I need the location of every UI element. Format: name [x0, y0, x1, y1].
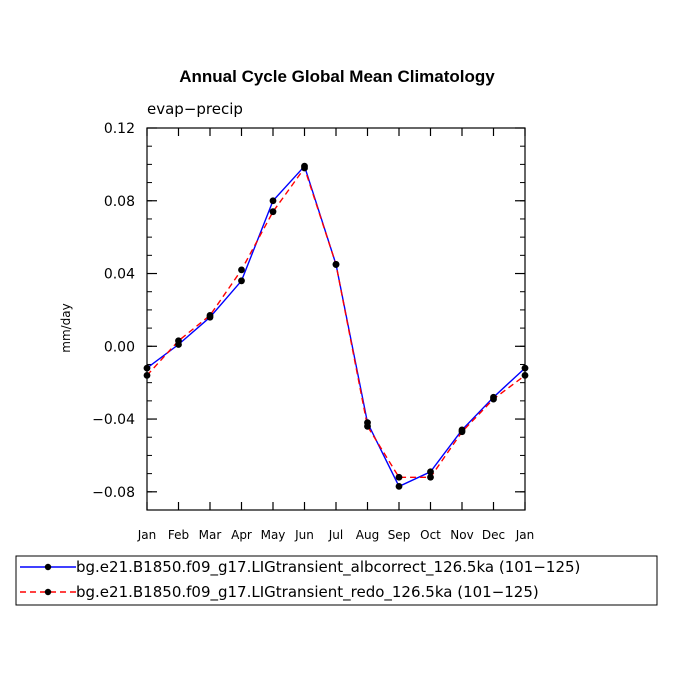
- x-tick-label: Mar: [199, 528, 222, 542]
- x-tick-label: Jul: [328, 528, 343, 542]
- y-axis-label: mm/day: [59, 303, 73, 353]
- legend-entry-2: bg.e21.B1850.f09_g17.LIGtransient_redo_1…: [20, 583, 539, 602]
- legend-swatch-marker-2: [44, 588, 52, 596]
- y-tick-label: −0.04: [92, 412, 135, 428]
- series-1-point: [395, 482, 403, 490]
- series-2-point: [269, 208, 277, 216]
- series-2-point: [490, 395, 497, 403]
- major-ticks: [146, 127, 526, 510]
- x-tick-label: Nov: [450, 528, 473, 542]
- y-tick-labels: −0.08 −0.04 0.00 0.04 0.08 0.12: [92, 121, 135, 501]
- series-layer: [143, 162, 529, 490]
- series-2-point: [206, 311, 214, 319]
- legend-entry-1: bg.e21.B1850.f09_g17.LIGtransient_albcor…: [20, 558, 580, 577]
- series-2-point: [395, 473, 403, 481]
- series-2-point: [175, 337, 182, 345]
- x-tick-label: Jan: [515, 528, 535, 542]
- legend-swatch-marker-1: [44, 563, 52, 571]
- series-2-point: [364, 422, 371, 430]
- minor-ticks: [147, 127, 525, 511]
- legend-box: [15, 555, 658, 606]
- legend-label-2: bg.e21.B1850.f09_g17.LIGtransient_redo_1…: [76, 583, 539, 602]
- series-2-point: [301, 164, 308, 172]
- x-tick-label: Dec: [482, 528, 505, 542]
- x-tick-label: Feb: [168, 528, 189, 542]
- legend-label-1: bg.e21.B1850.f09_g17.LIGtransient_albcor…: [76, 558, 580, 577]
- series-1-point: [238, 277, 245, 285]
- series-1-point: [427, 468, 434, 476]
- x-tick-label: Aug: [356, 528, 379, 542]
- y-tick-label: −0.08: [92, 485, 135, 501]
- x-tick-label: Jun: [294, 528, 314, 542]
- series-1-point: [269, 197, 277, 205]
- x-tick-label: Sep: [388, 528, 411, 542]
- x-tick-label: Oct: [420, 528, 441, 542]
- chart-title: Annual Cycle Global Mean Climatology: [179, 67, 495, 86]
- series-2-point: [458, 428, 466, 436]
- series-2-point: [332, 261, 340, 268]
- y-tick-label: 0.12: [104, 121, 135, 137]
- legend: bg.e21.B1850.f09_g17.LIGtransient_albcor…: [15, 555, 658, 606]
- series-line-1: [146, 164, 526, 488]
- y-tick-label: 0.04: [104, 267, 135, 283]
- series-2-point: [427, 473, 434, 481]
- plot-frame: [146, 127, 526, 511]
- x-tick-labels: Jan Feb Mar Apr May Jun Jul Aug Sep Oct Nov Dec Jan: [137, 528, 535, 542]
- x-tick-label: May: [261, 528, 286, 542]
- y-tick-label: 0.00: [104, 339, 135, 355]
- chart-subtitle: evap−precip: [147, 100, 243, 118]
- x-tick-label: Apr: [231, 528, 252, 542]
- x-tick-label: Jan: [137, 528, 157, 542]
- y-tick-label: 0.08: [104, 194, 135, 210]
- series-2-point: [238, 266, 245, 274]
